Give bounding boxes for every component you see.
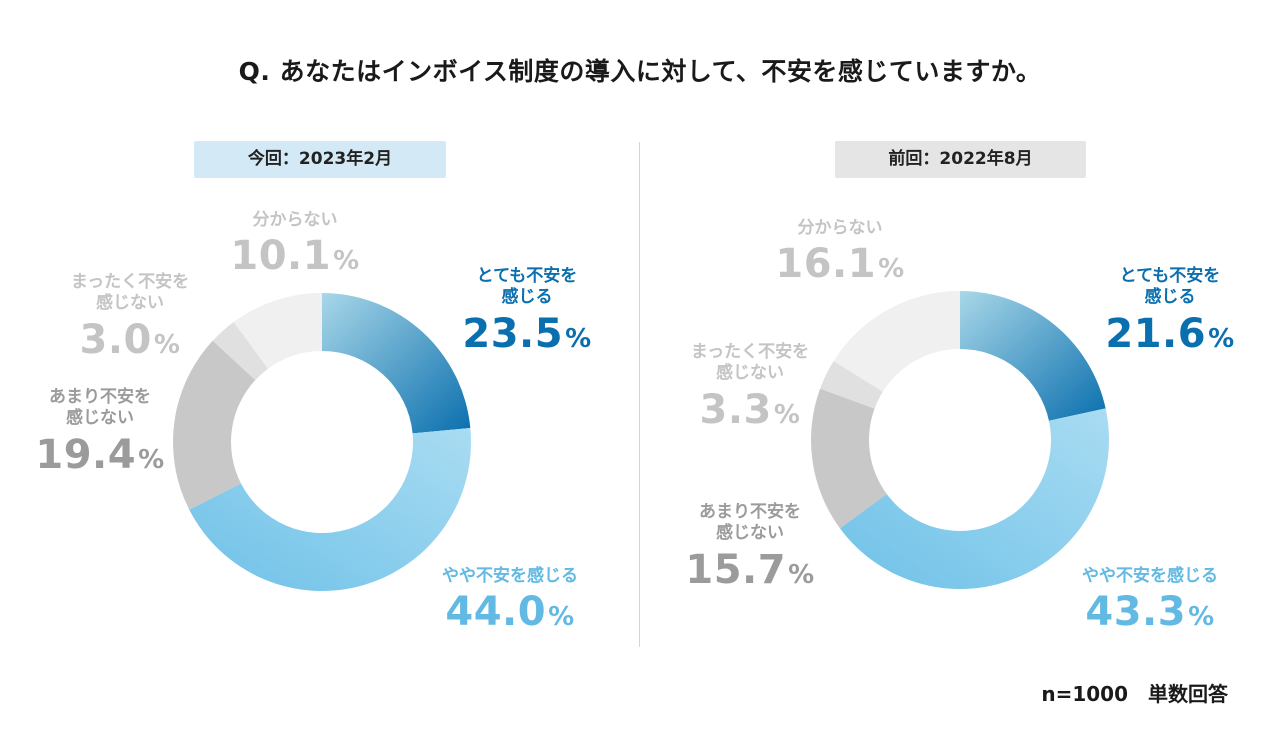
slice-very-anxious-current	[322, 293, 471, 434]
label-name-not-at-all-anxious-previous: まったく不安を 感じない	[690, 342, 810, 384]
label-name-very-anxious-previous: とても不安を 感じる	[1119, 266, 1221, 308]
label-name-somewhat-anxious-previous: やや不安を感じる	[1082, 566, 1218, 586]
slice-somewhat-anxious-current	[189, 427, 472, 592]
slice-not-at-all-anxious-previous	[820, 360, 883, 409]
label-not-very-anxious-current: あまり不安を 感じない 19.4%	[30, 387, 170, 480]
slice-not-very-anxious-current	[173, 340, 256, 510]
period-badge-current: 今回：2023年2月	[194, 141, 446, 178]
label-name-not-at-all-anxious-current: まったく不安を 感じない	[70, 272, 190, 314]
slice-very-anxious-previous	[960, 291, 1106, 421]
label-dont-know-previous: 分からない 16.1%	[770, 218, 910, 289]
label-name-dont-know-previous: 分からない	[797, 218, 883, 238]
label-somewhat-anxious-current: やや不安を感じる 44.0%	[420, 566, 600, 637]
period-badge-previous: 前回：2022年8月	[835, 141, 1086, 178]
slice-not-very-anxious-previous	[811, 388, 887, 529]
label-value-very-anxious-current: 23.5%	[462, 310, 592, 357]
center-divider	[639, 142, 640, 647]
label-very-anxious-previous: とても不安を 感じる 21.6%	[1095, 266, 1245, 359]
chart-title: Q. あなたはインボイス制度の導入に対して、不安を感じていますか。	[238, 57, 1042, 86]
label-value-not-very-anxious-previous: 15.7%	[685, 546, 815, 593]
label-name-not-very-anxious-previous: あまり不安を 感じない	[699, 502, 801, 544]
footnote: n=1000 単数回答	[1041, 682, 1228, 706]
label-name-not-very-anxious-current: あまり不安を 感じない	[49, 387, 151, 429]
label-not-very-anxious-previous: あまり不安を 感じない 15.7%	[675, 502, 825, 595]
slice-not-at-all-anxious-current	[212, 322, 269, 381]
label-value-somewhat-anxious-previous: 43.3%	[1085, 589, 1215, 636]
label-dont-know-current: 分からない 10.1%	[225, 210, 365, 281]
label-not-at-all-anxious-current: まったく不安を 感じない 3.0%	[45, 272, 215, 365]
label-value-somewhat-anxious-current: 44.0%	[445, 589, 575, 636]
label-name-very-anxious-current: とても不安を 感じる	[476, 266, 578, 308]
label-value-not-at-all-anxious-previous: 3.3%	[699, 386, 801, 433]
label-very-anxious-current: とても不安を 感じる 23.5%	[452, 266, 602, 359]
label-value-dont-know-current: 10.1%	[230, 233, 360, 280]
label-somewhat-anxious-previous: やや不安を感じる 43.3%	[1060, 566, 1240, 637]
label-value-not-very-anxious-current: 19.4%	[35, 431, 165, 478]
label-name-dont-know-current: 分からない	[252, 210, 338, 230]
label-name-somewhat-anxious-current: やや不安を感じる	[442, 566, 578, 586]
label-value-not-at-all-anxious-current: 3.0%	[79, 316, 181, 363]
slice-dont-know-previous	[833, 291, 960, 392]
label-not-at-all-anxious-previous: まったく不安を 感じない 3.3%	[675, 342, 825, 435]
slice-dont-know-current	[233, 293, 322, 369]
label-value-very-anxious-previous: 21.6%	[1105, 310, 1235, 357]
slice-somewhat-anxious-previous	[840, 408, 1109, 589]
label-value-dont-know-previous: 16.1%	[775, 241, 905, 288]
